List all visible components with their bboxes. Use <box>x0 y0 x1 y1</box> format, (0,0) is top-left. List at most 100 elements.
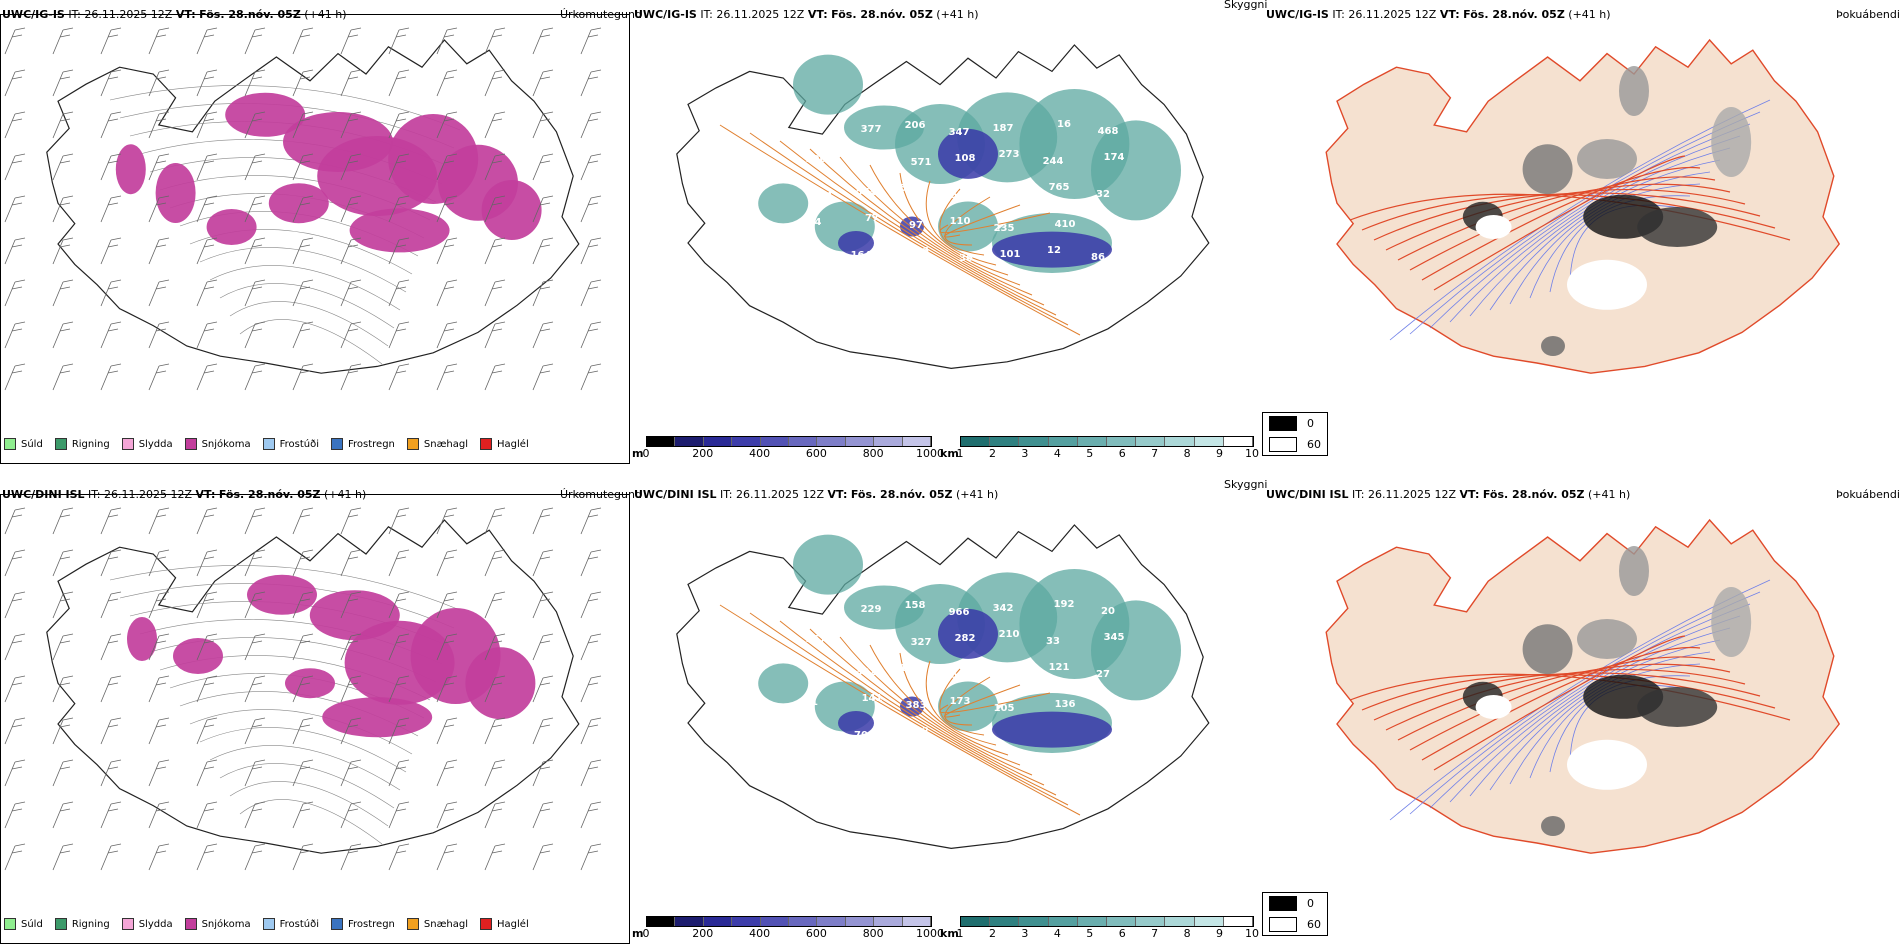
wind-barb <box>436 237 458 265</box>
wind-barb <box>580 843 602 871</box>
road-line <box>1409 176 1716 271</box>
wind-barb <box>100 237 122 265</box>
wind-barb <box>196 153 218 181</box>
cloudbase-value-label: 444 <box>850 150 871 161</box>
fog-indicator-area <box>1577 619 1637 659</box>
wind-barb <box>52 279 74 307</box>
snow-area <box>225 92 306 137</box>
vis-panel-row1: UWC/IG-IS IT: 26.11.2025 12Z VT: Fös. 28… <box>632 0 1267 460</box>
cloudbase-value-label: 229 <box>861 604 882 615</box>
wind-barb <box>340 111 362 139</box>
road-line <box>1397 183 1731 261</box>
wind-barb <box>100 801 122 829</box>
fog-indicator-area <box>1522 624 1573 675</box>
wind-barb <box>4 633 26 661</box>
cloudbase-value-label: 966 <box>949 607 970 618</box>
wind-barb <box>484 843 506 871</box>
wind-barb <box>52 507 74 535</box>
legend-item: Frostregn <box>331 438 395 450</box>
cloudbase-value-label: 108 <box>955 153 976 164</box>
road-line <box>239 799 383 845</box>
wind-barb <box>532 195 554 223</box>
wind-barb <box>244 321 266 349</box>
panel-header: UWC/DINI ISL IT: 26.11.2025 12Z VT: Fös.… <box>1266 488 1631 501</box>
wind-barb <box>484 27 506 55</box>
wind-barb <box>196 675 218 703</box>
legend-swatch <box>331 438 343 450</box>
wind-barb <box>388 153 410 181</box>
wind-barb <box>148 195 170 223</box>
wind-barb <box>292 195 314 223</box>
wind-barb <box>52 801 74 829</box>
road-line <box>939 668 985 736</box>
fog-legend-row: 0 <box>1263 893 1327 914</box>
wind-barb <box>196 279 218 307</box>
panel-title: Þokuábendi <box>1836 8 1900 21</box>
road-line <box>1433 155 1686 291</box>
wind-barb <box>292 69 314 97</box>
wind-barb <box>340 801 362 829</box>
wind-barb <box>4 549 26 577</box>
snow-area <box>173 638 223 674</box>
wind-barb <box>580 279 602 307</box>
wind-barb <box>244 675 266 703</box>
cloudbase-value-label: 12 <box>815 671 829 682</box>
colorbar-strip <box>646 436 932 447</box>
legend-item: Snjókoma <box>184 918 251 930</box>
wind-barb <box>196 363 218 391</box>
wind-barb <box>52 675 74 703</box>
legend-label: Slydda <box>138 438 173 450</box>
wind-barb <box>580 801 602 829</box>
legend-item: Snæhagl <box>406 918 468 930</box>
wind-barb <box>244 69 266 97</box>
wind-barb <box>244 801 266 829</box>
wind-barb <box>100 843 122 871</box>
wind-barb <box>580 321 602 349</box>
legend-label: Frostúði <box>279 918 319 930</box>
wind-barb <box>532 549 554 577</box>
fog-legend-label: 0 <box>1307 417 1314 430</box>
wind-barb <box>580 153 602 181</box>
cloudbase-value-label: 32 <box>1096 189 1110 200</box>
wind-barb <box>244 591 266 619</box>
road-line <box>749 612 1069 806</box>
road-line <box>199 247 407 293</box>
wind-barb <box>244 843 266 871</box>
wind-barb <box>148 759 170 787</box>
fog-indicator-area <box>1577 139 1637 179</box>
road-line <box>1385 189 1746 251</box>
wind-barb <box>388 237 410 265</box>
legend-swatch <box>121 438 134 450</box>
wind-barb <box>436 195 458 223</box>
wind-barb <box>580 591 602 619</box>
wind-barb <box>100 27 122 55</box>
road-line <box>229 301 389 347</box>
wind-barb <box>100 717 122 745</box>
wind-barb <box>4 507 26 535</box>
cloudbase-value-label: 20 <box>1101 606 1115 617</box>
cloudbase-value-label: 327 <box>911 637 932 648</box>
colorbar-tick: 1 <box>956 927 964 940</box>
wind-barb <box>196 549 218 577</box>
wind-barb <box>580 237 602 265</box>
cloudbase-value-label: 121 <box>1099 215 1120 226</box>
glacier-area <box>1475 695 1512 719</box>
cloudbase-colorbar: m 0 200 400 600 800 1000 <box>632 914 944 944</box>
colorbar-tick: 8 <box>1183 447 1191 460</box>
cloudbase-value-label: 347 <box>949 127 970 138</box>
colorbar-tick: 2 <box>988 447 996 460</box>
panel-title: Skyggni <box>1224 0 1268 11</box>
wind-barb <box>340 633 362 661</box>
cloudbase-value-label: 852 <box>944 190 965 201</box>
wind-barb <box>388 111 410 139</box>
road-line <box>1409 656 1716 751</box>
legend-item: Snjókoma <box>184 438 251 450</box>
wind-barb <box>196 111 218 139</box>
wind-barb <box>484 675 506 703</box>
wind-barb <box>340 153 362 181</box>
cloudbase-value-label: 273 <box>999 149 1020 160</box>
wind-barb <box>196 717 218 745</box>
low-visibility-area <box>758 183 809 224</box>
legend-swatch <box>184 918 197 930</box>
wind-barb <box>340 675 362 703</box>
